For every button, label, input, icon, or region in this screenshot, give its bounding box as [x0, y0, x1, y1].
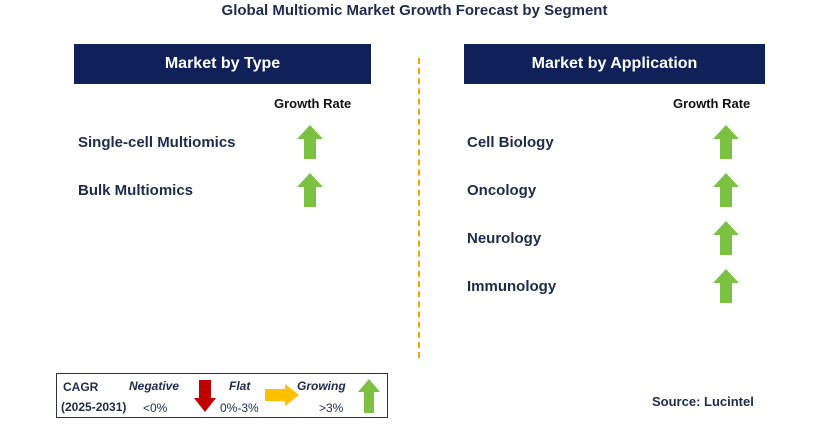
orange-right-arrow-icon	[265, 384, 299, 406]
type-growth-rate-label: Growth Rate	[274, 96, 352, 111]
dashed-divider	[418, 58, 420, 358]
segment-label-bulk: Bulk Multiomics	[78, 182, 194, 199]
green-up-arrow-icon	[713, 125, 739, 159]
legend-period-label: (2025-2031)	[61, 400, 127, 414]
segment-label-immunology: Immunology	[467, 278, 557, 295]
segment-label-cell-biology: Cell Biology	[467, 134, 554, 151]
green-up-arrow-icon	[713, 173, 739, 207]
green-up-arrow-icon	[713, 221, 739, 255]
application-growth-rate-label: Growth Rate	[673, 96, 751, 111]
segment-label-oncology: Oncology	[467, 182, 537, 199]
legend-flat-range: 0%-3%	[220, 401, 259, 415]
source-label: Source: Lucintel	[652, 394, 754, 409]
legend-growing-label: Growing	[297, 379, 346, 393]
application-panel-header: Market by Application	[464, 44, 765, 84]
legend-negative-range: <0%	[143, 401, 168, 415]
cagr-legend: CAGR (2025-2031) Negative <0% Flat 0%-3%…	[56, 373, 388, 418]
legend-cagr-label: CAGR	[63, 380, 99, 394]
green-up-arrow-icon	[358, 379, 380, 413]
legend-negative-label: Negative	[129, 379, 180, 393]
green-up-arrow-icon	[713, 269, 739, 303]
green-up-arrow-icon	[297, 173, 323, 207]
segment-label-single-cell: Single-cell Multiomics	[78, 134, 236, 151]
type-panel-header: Market by Type	[74, 44, 371, 84]
page-title: Global Multiomic Market Growth Forecast …	[221, 2, 608, 19]
legend-growing-range: >3%	[319, 401, 344, 415]
segment-label-neurology: Neurology	[467, 230, 542, 247]
legend-flat-label: Flat	[229, 379, 251, 393]
red-down-arrow-icon	[194, 380, 216, 412]
green-up-arrow-icon	[297, 125, 323, 159]
